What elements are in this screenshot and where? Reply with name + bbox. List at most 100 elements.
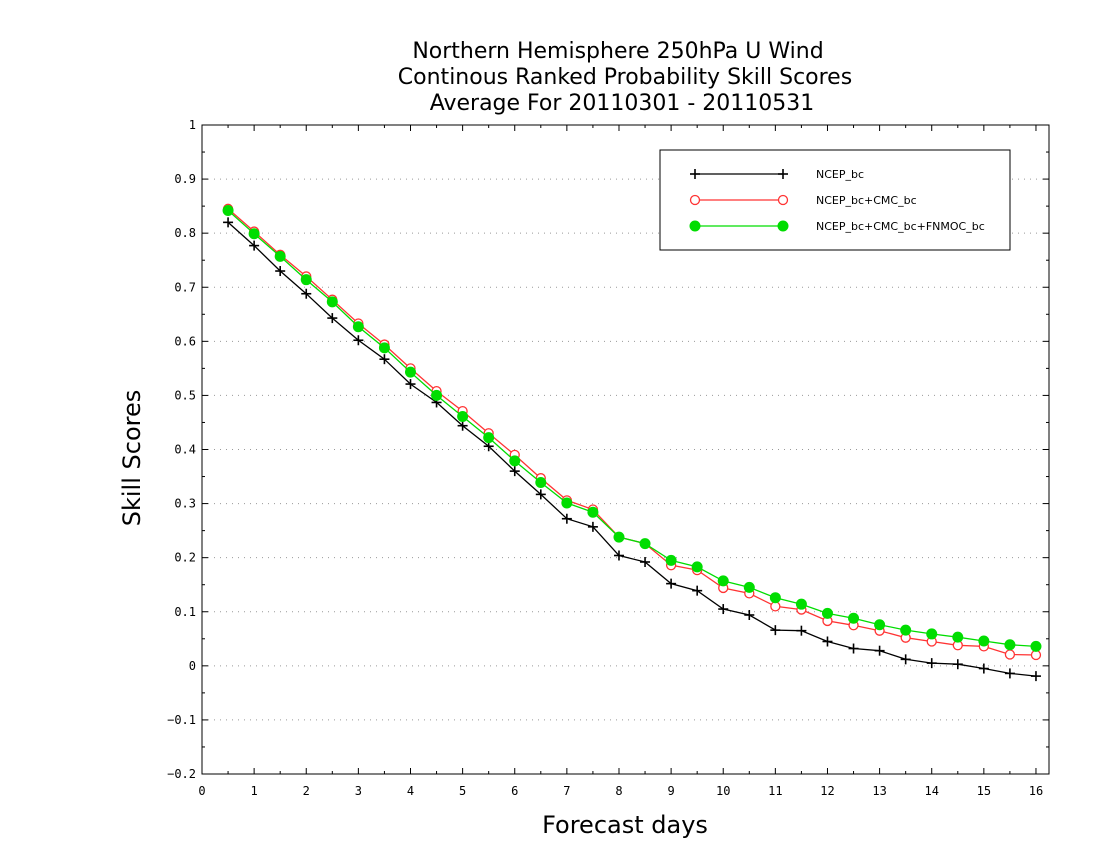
y-tick-label: 0.9: [174, 172, 196, 186]
filled-circle-marker: [848, 612, 860, 624]
filled-circle-marker: [874, 619, 886, 631]
chart-title: Northern Hemisphere 250hPa U Wind Contin…: [398, 39, 852, 116]
plus-marker: [353, 335, 364, 346]
legend-label: NCEP_bc+CMC_bc: [816, 194, 917, 207]
filled-circle-marker: [248, 228, 260, 240]
open-circle-marker: [689, 194, 701, 206]
plus-marker: [718, 604, 729, 615]
plus-marker: [978, 663, 989, 674]
legend-label: NCEP_bc+CMC_bc+FNMOC_bc: [816, 220, 985, 233]
plus-marker: [249, 240, 260, 251]
plus-marker: [613, 550, 624, 561]
filled-circle-marker: [689, 220, 701, 232]
filled-circle-marker: [639, 538, 651, 550]
filled-circle-marker: [457, 411, 469, 423]
x-tick-label: 4: [407, 784, 414, 798]
filled-circle-marker: [587, 506, 599, 518]
plus-marker: [561, 513, 572, 524]
plus-marker: [900, 654, 911, 665]
x-tick-label: 7: [563, 784, 570, 798]
plus-marker: [744, 609, 755, 620]
x-tick-label: 15: [977, 784, 991, 798]
x-tick-label: 2: [303, 784, 310, 798]
series-3: [222, 204, 1042, 652]
title-line-3: Average For 20110301 - 20110531: [430, 91, 815, 116]
plus-marker: [587, 521, 598, 532]
filled-circle-marker: [431, 389, 443, 401]
x-tick-label: 10: [716, 784, 730, 798]
legend-entry-2: NCEP_bc+CMC_bc: [689, 194, 917, 207]
filled-circle-marker: [404, 366, 416, 378]
plus-marker: [640, 556, 651, 567]
open-circle-marker: [1030, 649, 1042, 661]
plus-marker: [848, 643, 859, 654]
y-tick-label: 0.2: [174, 551, 196, 565]
title-line-1: Northern Hemisphere 250hPa U Wind: [412, 39, 823, 64]
y-tick-label: −0.2: [167, 767, 196, 781]
series-lines: [222, 203, 1042, 682]
open-circle-marker: [770, 601, 781, 612]
plus-marker: [778, 169, 788, 179]
plus-marker: [457, 420, 468, 431]
y-tick-label: 0: [189, 659, 196, 673]
plus-marker: [692, 585, 703, 596]
plus-marker: [666, 578, 677, 589]
legend: NCEP_bc NCEP_bc+CMC_bc NCEP_bc+CMC_bc+FNMO…: [659, 149, 1011, 251]
filled-circle-marker: [1030, 640, 1042, 652]
filled-circle-marker: [535, 476, 547, 488]
plus-marker: [223, 217, 234, 228]
y-tick-label: 0.4: [174, 443, 196, 457]
open-circle-marker: [1004, 649, 1016, 660]
plus-marker: [405, 379, 416, 390]
x-tick-label: 6: [511, 784, 518, 798]
filled-circle-marker: [1004, 639, 1016, 651]
filled-circle-marker: [326, 296, 338, 308]
plus-marker: [690, 169, 700, 179]
series-1: [223, 217, 1041, 682]
x-tick-label: 0: [198, 784, 205, 798]
y-axis-label: Skill Scores: [118, 390, 146, 527]
plus-marker: [770, 625, 781, 636]
legend-entry-1: NCEP_bc: [690, 168, 864, 181]
y-tick-label: 0.3: [174, 497, 196, 511]
y-tick-label: −0.1: [167, 713, 196, 727]
plus-marker: [509, 466, 520, 477]
gridlines: [202, 178, 1049, 721]
filled-circle-marker: [777, 220, 789, 232]
filled-circle-marker: [300, 274, 312, 286]
filled-circle-marker: [952, 631, 964, 643]
series-line: [227, 208, 1037, 656]
filled-circle-marker: [613, 531, 625, 543]
x-tick-label: 13: [872, 784, 886, 798]
plus-marker: [926, 658, 937, 669]
filled-circle-marker: [222, 204, 234, 216]
plus-marker: [275, 266, 286, 277]
series-line: [227, 210, 1037, 648]
y-tick-label: 0.7: [174, 280, 196, 294]
filled-circle-marker: [821, 607, 833, 619]
plus-marker: [535, 489, 546, 500]
axis-ticks: −0.2−0.100.10.20.30.40.50.60.70.80.910 1 2…: [167, 118, 1049, 798]
x-tick-label: 1: [251, 784, 258, 798]
x-tick-label: 11: [768, 784, 782, 798]
plus-marker: [327, 313, 338, 324]
filled-circle-marker: [769, 592, 781, 604]
filled-circle-marker: [926, 628, 938, 640]
plus-marker: [301, 288, 312, 299]
filled-circle-marker: [274, 250, 286, 262]
x-tick-label: 16: [1029, 784, 1043, 798]
plus-marker: [874, 645, 885, 656]
filled-circle-marker: [900, 624, 912, 636]
filled-circle-marker: [795, 598, 807, 610]
x-axis-label: Forecast days: [542, 811, 708, 839]
filled-circle-marker: [717, 575, 729, 587]
filled-circle-marker: [483, 432, 495, 444]
x-tick-label: 9: [667, 784, 674, 798]
y-tick-label: 0.6: [174, 334, 196, 348]
plus-marker: [1030, 671, 1041, 682]
filled-circle-marker: [352, 321, 364, 333]
legend-entry-3: NCEP_bc+CMC_bc+FNMOC_bc: [689, 220, 985, 233]
x-tick-label: 3: [355, 784, 362, 798]
x-tick-label: 8: [615, 784, 622, 798]
